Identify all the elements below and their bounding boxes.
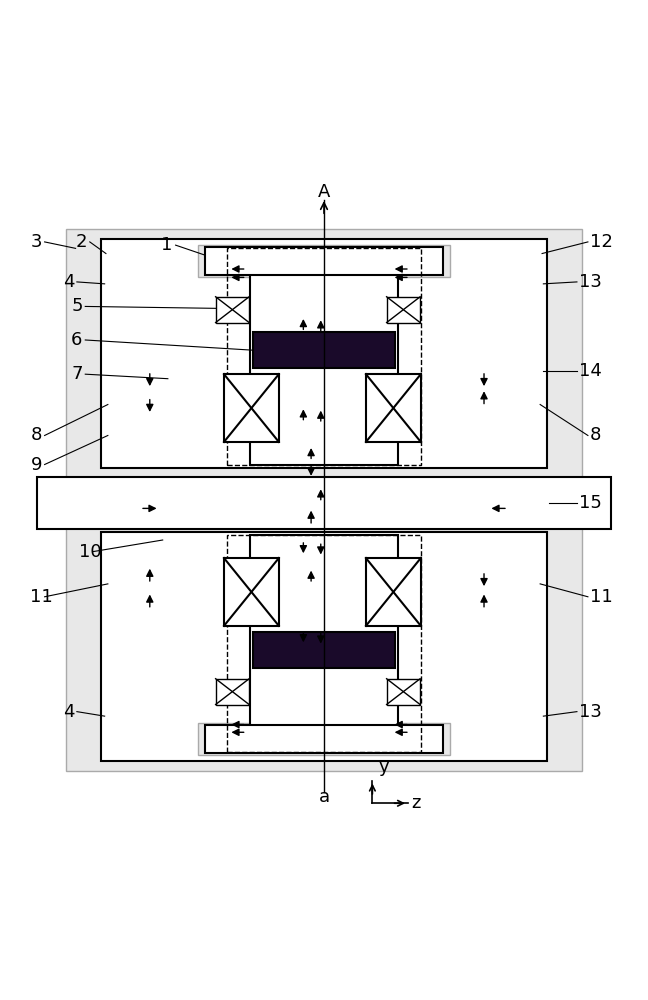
Bar bbox=[387, 679, 420, 705]
Bar bbox=[227, 535, 421, 752]
Text: 1: 1 bbox=[161, 236, 173, 254]
Text: 13: 13 bbox=[579, 273, 602, 291]
Text: 9: 9 bbox=[30, 456, 42, 474]
Text: 12: 12 bbox=[590, 233, 613, 251]
Text: 11: 11 bbox=[30, 588, 53, 606]
Text: 10: 10 bbox=[79, 543, 102, 561]
Text: 8: 8 bbox=[590, 426, 601, 444]
Bar bbox=[37, 477, 611, 529]
Text: 6: 6 bbox=[71, 331, 82, 349]
Bar bbox=[387, 297, 420, 323]
Bar bbox=[253, 632, 395, 668]
Text: z: z bbox=[411, 794, 421, 812]
Bar bbox=[227, 248, 421, 465]
Bar bbox=[198, 723, 450, 755]
Text: 7: 7 bbox=[71, 365, 82, 383]
Text: A: A bbox=[318, 183, 330, 201]
Bar bbox=[216, 297, 249, 323]
Text: 8: 8 bbox=[30, 426, 42, 444]
Bar bbox=[224, 558, 279, 626]
Bar bbox=[205, 725, 443, 753]
Text: a: a bbox=[318, 788, 330, 806]
Bar bbox=[366, 558, 421, 626]
Bar bbox=[198, 245, 450, 277]
Text: 4: 4 bbox=[63, 703, 74, 721]
Text: 13: 13 bbox=[579, 703, 602, 721]
Bar bbox=[101, 532, 547, 761]
Text: 5: 5 bbox=[71, 297, 82, 315]
Text: 15: 15 bbox=[579, 494, 602, 512]
Text: 4: 4 bbox=[63, 273, 74, 291]
Bar bbox=[101, 239, 547, 468]
Bar bbox=[253, 332, 395, 368]
Bar bbox=[66, 229, 582, 477]
Bar bbox=[249, 535, 399, 726]
Bar bbox=[66, 523, 582, 771]
Bar bbox=[366, 374, 421, 442]
Text: 3: 3 bbox=[30, 233, 42, 251]
Text: 2: 2 bbox=[76, 233, 87, 251]
Text: 11: 11 bbox=[590, 588, 612, 606]
Bar bbox=[216, 679, 249, 705]
Bar bbox=[249, 274, 399, 465]
Bar bbox=[224, 374, 279, 442]
Bar bbox=[205, 247, 443, 275]
Text: y: y bbox=[379, 758, 389, 776]
Text: 14: 14 bbox=[579, 362, 602, 380]
